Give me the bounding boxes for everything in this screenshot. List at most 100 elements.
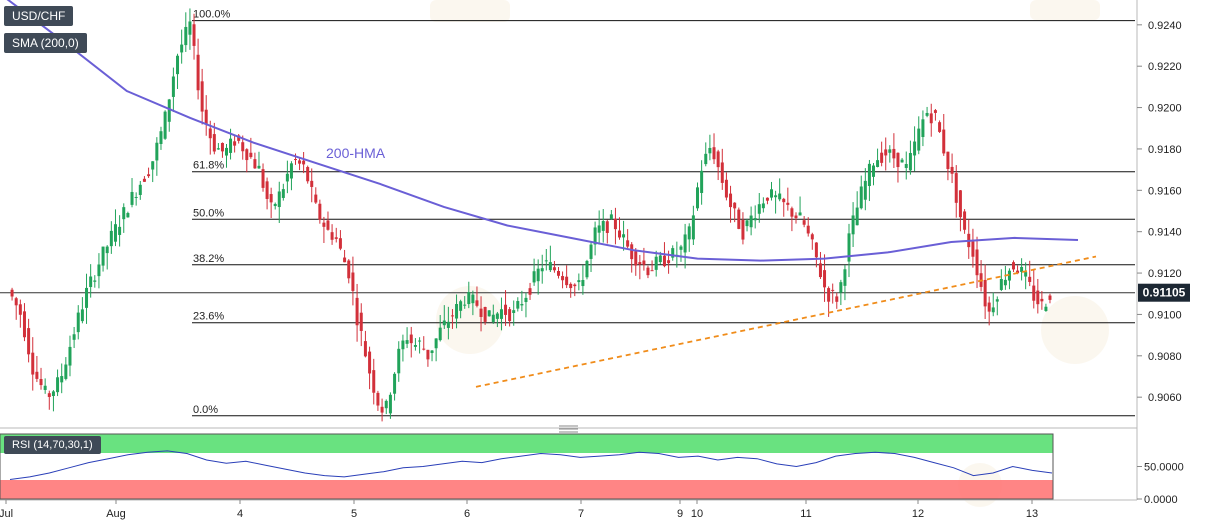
candle-body — [97, 264, 101, 277]
candle-body — [351, 272, 355, 291]
candle-body — [691, 215, 695, 240]
fib-level-label: 50.0% — [193, 207, 224, 219]
candles — [10, 8, 1052, 422]
candle-body — [184, 26, 188, 46]
candle-body — [85, 287, 89, 308]
candle-body — [384, 400, 388, 409]
candle-body — [113, 224, 117, 242]
candle-body — [548, 262, 552, 271]
candle-body — [634, 251, 638, 266]
candle-body — [504, 304, 508, 315]
candle-body — [51, 391, 55, 397]
candle-body — [593, 227, 597, 245]
candle-body — [47, 393, 51, 397]
candle-body — [405, 340, 409, 344]
candle-body — [475, 300, 479, 306]
candle-body — [704, 153, 708, 165]
candle-body — [208, 128, 212, 139]
candle-body — [696, 187, 699, 209]
support-trendline — [475, 255, 1097, 388]
candle-body — [925, 112, 929, 116]
candle-body — [987, 302, 991, 312]
candle-body — [14, 298, 18, 306]
panel-resize-handle[interactable] — [559, 425, 578, 433]
indicator-badge[interactable]: SMA (200,0) — [4, 33, 87, 53]
candle-body — [430, 350, 434, 354]
candle-body — [495, 313, 499, 319]
candle-body — [839, 282, 843, 293]
rsi-oversold-zone — [0, 480, 1053, 499]
candle-body — [241, 142, 245, 152]
candle-body — [220, 142, 224, 152]
rsi-axis: 50.0000 0.0000 — [1137, 462, 1184, 506]
candle-body — [401, 340, 405, 350]
candle-body — [180, 44, 184, 53]
candle-body — [289, 163, 293, 179]
watermark-logo-icon — [430, 0, 510, 22]
candle-body — [827, 288, 831, 302]
candle-body — [565, 276, 569, 286]
candle-body — [372, 370, 376, 393]
candle-body — [450, 315, 454, 317]
candle-body — [338, 238, 342, 249]
candle-body — [249, 152, 253, 158]
candle-body — [536, 268, 540, 282]
time-tick-label: 9 — [677, 508, 683, 520]
candle-body — [434, 338, 438, 349]
candle-body — [188, 21, 192, 35]
candle-body — [330, 232, 334, 240]
watermark-logo-icon — [1030, 0, 1100, 20]
rsi-badge[interactable]: RSI (14,70,30,1) — [4, 436, 101, 454]
candle-body — [605, 221, 609, 233]
candle-body — [528, 288, 532, 295]
symbol-badge[interactable]: USD/CHF — [4, 6, 74, 26]
candle-body — [155, 142, 159, 161]
candle-body — [422, 348, 426, 350]
price-tick-label: 0.9140 — [1148, 227, 1182, 239]
candle-body — [176, 55, 180, 75]
candle-body — [138, 184, 142, 195]
current-price-label: 0.91105 — [1143, 286, 1186, 300]
candle-body — [122, 207, 126, 220]
candle-body — [10, 289, 14, 297]
candle-body — [626, 240, 630, 247]
candle-body — [687, 226, 691, 240]
candle-body — [585, 260, 589, 278]
candle-body — [326, 220, 330, 230]
candle-body — [151, 161, 155, 170]
time-tick-label: 13 — [1026, 508, 1038, 520]
candle-body — [142, 178, 146, 182]
candle-body — [418, 340, 422, 342]
candle-body — [376, 392, 380, 406]
candle-body — [409, 334, 413, 344]
rsi-line — [9, 450, 1053, 480]
candle-body — [167, 99, 171, 122]
candle-body — [1048, 295, 1052, 300]
candle-body — [285, 173, 289, 182]
candle-body — [80, 309, 84, 322]
candle-body — [269, 194, 273, 203]
candle-body — [294, 159, 297, 161]
price-tick-label: 0.9200 — [1148, 103, 1182, 115]
candle-body — [253, 159, 257, 169]
time-tick-label: 12 — [912, 508, 924, 520]
candle-body — [609, 214, 613, 219]
candle-body — [806, 225, 810, 234]
candle-body — [64, 364, 68, 379]
candle-body — [917, 128, 921, 151]
candle-body — [192, 24, 196, 46]
candle-body — [134, 196, 138, 198]
candle-body — [658, 255, 662, 263]
candle-body — [273, 203, 277, 207]
candle-body — [975, 249, 979, 276]
candle-body — [35, 371, 39, 379]
candle-body — [318, 203, 322, 220]
candle-body — [22, 311, 26, 338]
time-tick-label: 4 — [237, 508, 243, 520]
candle-body — [72, 334, 76, 340]
candle-body — [884, 149, 888, 156]
price-tick-label: 0.9160 — [1148, 185, 1182, 197]
candle-body — [171, 76, 175, 97]
candle-body — [798, 212, 802, 216]
